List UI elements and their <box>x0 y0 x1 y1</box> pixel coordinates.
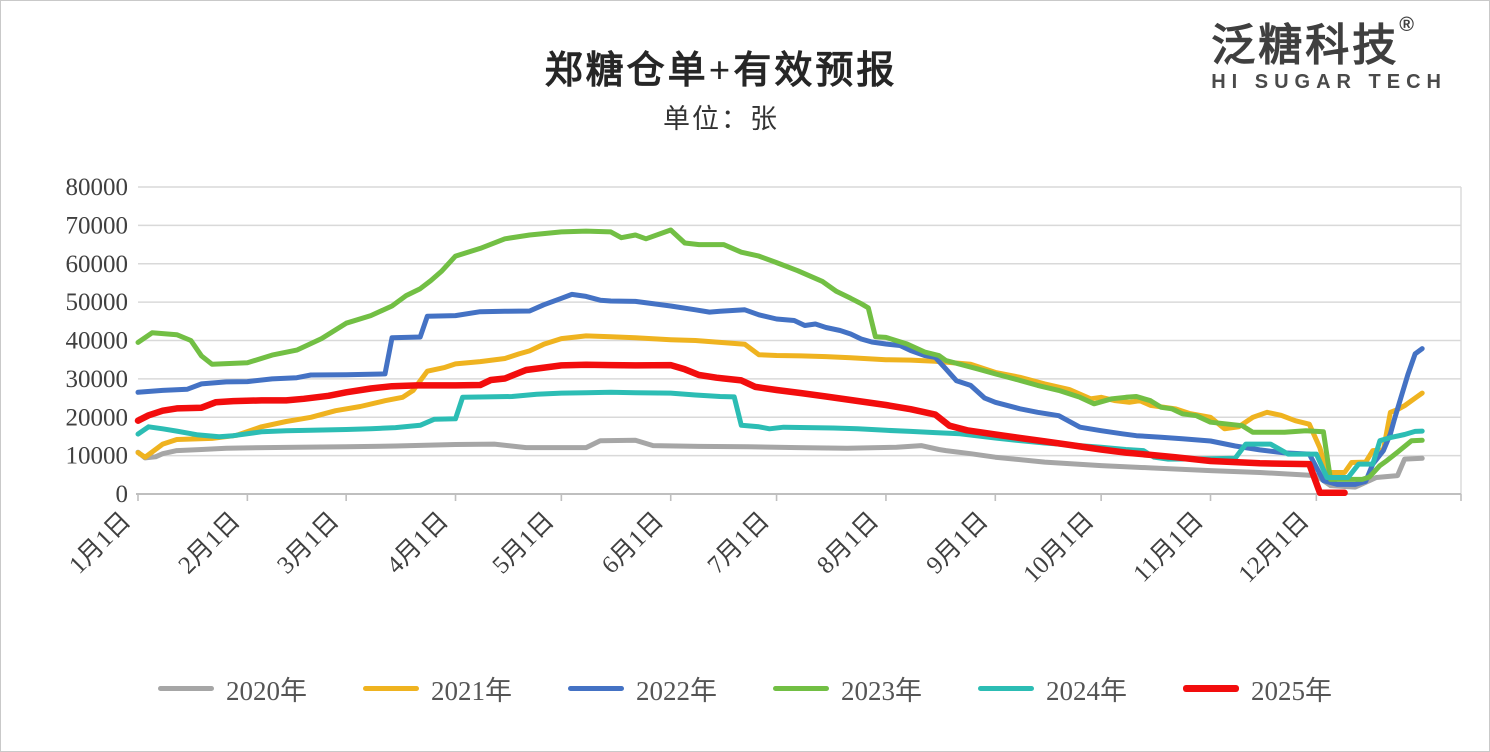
y-axis-label: 60000 <box>66 251 129 278</box>
legend-item-2025[interactable]: 2025年 <box>1183 669 1332 708</box>
legend-item-2020[interactable]: 2020年 <box>158 669 307 708</box>
y-axis-label: 10000 <box>66 443 129 470</box>
chart-legend: 2020年 2021年 2022年 2023年 2024年 2025年 <box>1 669 1489 708</box>
legend-item-2024[interactable]: 2024年 <box>978 669 1127 708</box>
legend-label: 2025年 <box>1251 676 1332 706</box>
logo-tagline: HI SUGAR TECH <box>1211 71 1447 94</box>
legend-label: 2024年 <box>1046 676 1127 706</box>
y-axis-label: 50000 <box>66 289 129 316</box>
x-axis-label: 6月1日 <box>597 507 669 579</box>
chart-subtitle: 单位：张 <box>663 104 779 134</box>
series-line-2024 <box>135 389 1425 480</box>
company-logo: 泛糖科技® HI SUGAR TECH <box>1211 14 1447 94</box>
x-axis-label: 10月1日 <box>1018 507 1099 588</box>
y-axis-label: 30000 <box>66 366 129 393</box>
x-axis-label: 2月1日 <box>173 507 245 579</box>
legend-swatch <box>363 686 419 691</box>
x-axis-label: 9月1日 <box>921 507 993 579</box>
chart-title: 郑糖仓单+有效预报 <box>544 50 898 92</box>
legend-label: 2021年 <box>431 676 512 706</box>
series-line-2020 <box>135 437 1425 490</box>
x-axis-label: 1月1日 <box>64 507 136 579</box>
legend-label: 2020年 <box>226 676 307 706</box>
legend-label: 2022年 <box>636 676 717 706</box>
legend-swatch <box>568 686 624 691</box>
y-axis-label: 80000 <box>66 174 129 201</box>
logo-brand-text: 泛糖科技® <box>1211 14 1417 70</box>
line-chart-plot: 0 10000 20000 30000 40000 50000 60000 70000 8000… <box>64 174 1462 588</box>
x-axis-label: 5月1日 <box>487 507 559 579</box>
x-axis-label: 4月1日 <box>382 507 454 579</box>
series-line-2025 <box>134 361 1348 497</box>
series-line-2023 <box>135 227 1425 482</box>
legend-item-2022[interactable]: 2022年 <box>568 669 717 708</box>
x-axis-label: 8月1日 <box>812 507 884 579</box>
y-axis-label: 70000 <box>66 212 129 239</box>
series-line-2021 <box>135 333 1425 475</box>
legend-swatch <box>978 686 1034 691</box>
y-axis-label: 20000 <box>66 404 129 431</box>
legend-swatch <box>773 686 829 691</box>
x-axis-label: 12月1日 <box>1234 507 1315 588</box>
y-axis-label: 0 <box>116 481 129 508</box>
y-axis-label: 40000 <box>66 328 129 355</box>
legend-label: 2023年 <box>841 676 922 706</box>
x-axis-label: 7月1日 <box>703 507 775 579</box>
legend-swatch <box>158 686 214 691</box>
x-axis-label: 11月1日 <box>1128 507 1208 587</box>
x-axis-label: 3月1日 <box>272 507 344 579</box>
legend-item-2023[interactable]: 2023年 <box>773 669 922 708</box>
legend-swatch <box>1183 685 1239 692</box>
legend-item-2021[interactable]: 2021年 <box>363 669 512 708</box>
registered-trademark-icon: ® <box>1399 14 1417 36</box>
